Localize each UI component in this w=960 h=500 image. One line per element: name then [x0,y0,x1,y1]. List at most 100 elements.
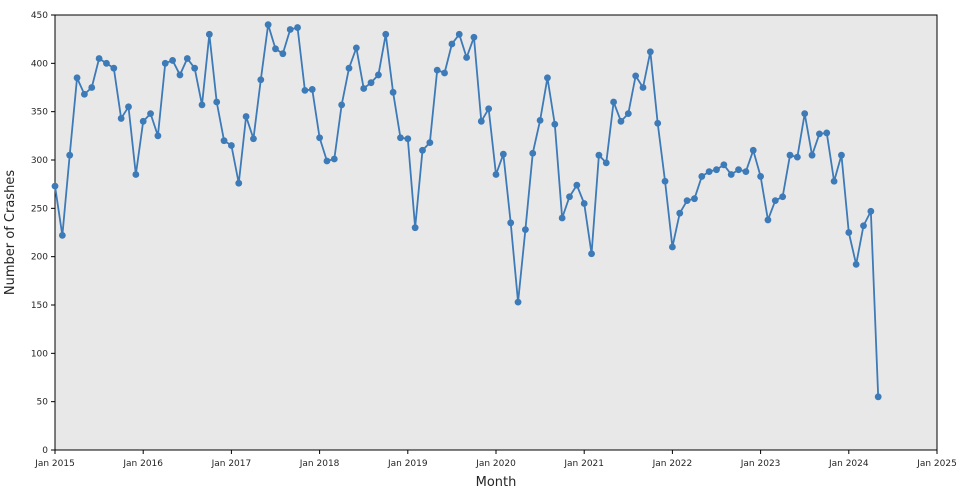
data-point [242,113,250,120]
x-tick-label: Jan 2025 [916,459,957,469]
data-point [779,193,787,201]
x-tick-label: Jan 2021 [563,459,604,469]
y-tick-label: 200 [31,253,48,263]
data-point [51,182,59,190]
x-tick-label: Jan 2020 [475,459,516,469]
data-point [301,87,309,94]
data-point [808,151,816,159]
data-point [125,103,132,111]
data-point [441,69,448,77]
data-point [705,168,713,176]
data-point [588,250,595,258]
data-point [646,48,654,56]
data-point [867,207,875,215]
data-point [228,142,235,149]
y-tick-label: 300 [31,156,48,166]
data-point [749,146,757,154]
data-point [801,110,809,117]
data-point [823,129,831,137]
data-point [117,115,125,122]
data-point [73,74,81,82]
y-tick-label: 50 [37,398,49,408]
data-point [595,151,603,159]
data-point [367,79,375,87]
x-tick-label: Jan 2024 [828,459,869,469]
data-point [147,110,154,117]
data-point [602,159,610,167]
y-tick-label: 400 [31,59,48,69]
data-point [632,72,640,80]
data-point [205,30,213,38]
data-point [669,243,676,251]
data-point [220,137,228,145]
data-point [551,120,559,128]
data-point [294,24,301,31]
data-point [352,44,360,52]
data-point [624,110,632,117]
data-point [419,146,426,154]
data-point [522,226,529,234]
data-point [426,139,434,147]
data-point [691,195,698,203]
data-point [81,90,88,98]
data-point [713,166,720,174]
data-point [235,179,243,187]
data-point [183,55,191,62]
data-point [58,232,66,239]
data-point [639,84,647,91]
data-point [198,101,206,109]
y-tick-label: 350 [31,108,48,118]
data-point [279,50,287,58]
x-tick-label: Jan 2017 [211,459,252,469]
data-point [433,66,441,74]
x-tick-label: Jan 2018 [299,459,340,469]
data-point [404,135,412,143]
data-point [735,166,742,174]
y-axis-label: Number of Crashes [3,170,18,295]
data-point [286,26,294,33]
data-point [463,54,470,61]
y-tick-label: 250 [31,204,48,214]
data-point [580,200,588,207]
data-point [742,168,750,176]
data-point [852,261,860,268]
data-point [272,45,279,53]
data-point [676,209,684,217]
data-point [382,30,390,38]
data-point [88,84,96,91]
data-point [793,153,801,161]
data-point [455,30,463,38]
data-point [360,85,368,92]
x-axis-label: Month [476,475,517,490]
data-point [250,135,257,143]
plot-area [54,14,938,451]
y-tick-label: 150 [31,301,48,311]
data-point [610,98,617,106]
data-point [338,101,346,109]
data-point [132,171,140,178]
data-point [529,149,537,157]
data-point [830,177,838,185]
data-point [573,181,581,189]
data-point [720,161,728,169]
crash-line-series [51,21,882,401]
data-point [845,229,853,236]
data-point [345,64,353,72]
data-point [838,151,845,159]
data-point [213,98,221,106]
data-point [95,55,103,62]
data-point [448,40,456,48]
data-point [661,177,669,185]
data-point [191,64,199,72]
data-point [257,76,265,84]
data-point [477,117,485,125]
data-point [308,86,316,93]
axis-labels: Number of Crashes Month [3,170,516,490]
data-point [323,157,331,165]
data-point [154,132,162,140]
data-point [330,155,338,163]
data-point [566,193,573,201]
data-point [617,117,625,125]
